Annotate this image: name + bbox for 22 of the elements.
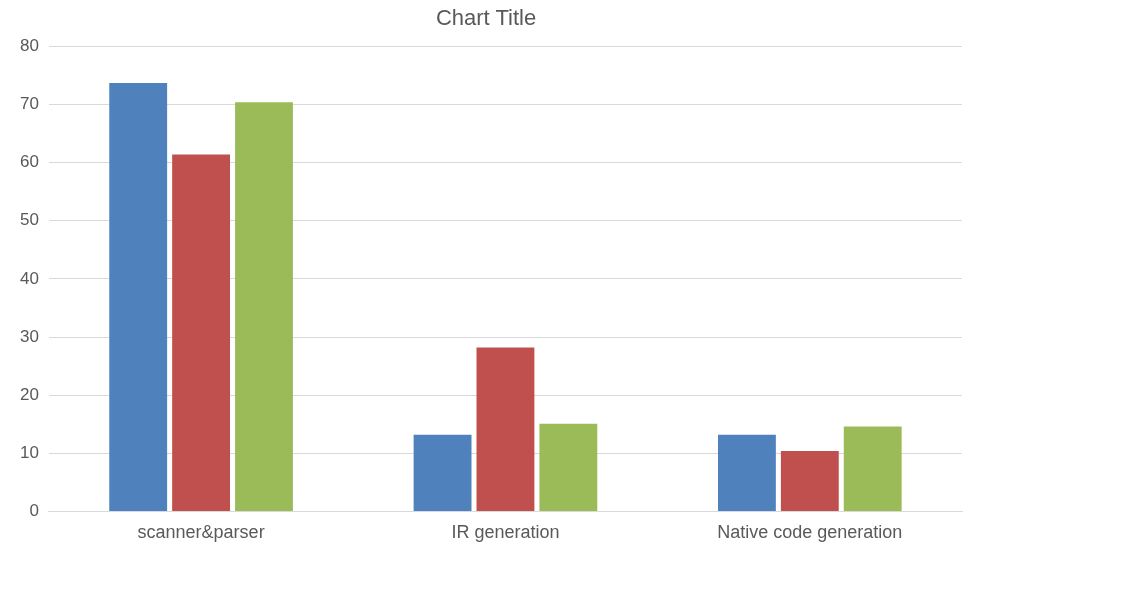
- y-tick-label: 0: [29, 501, 39, 521]
- y-tick-label: 70: [19, 94, 39, 114]
- bar: [780, 450, 839, 511]
- bar: [843, 426, 902, 511]
- y-tick-label: 10: [19, 442, 39, 462]
- bar: [717, 434, 776, 511]
- y-tick-label: 80: [19, 36, 39, 56]
- x-tick-label: scanner&parser: [137, 522, 265, 543]
- x-tick-label: IR generation: [451, 522, 560, 543]
- bar: [109, 83, 168, 511]
- bar: [539, 423, 598, 511]
- bar: [235, 102, 293, 511]
- y-tick-label: 20: [19, 384, 39, 404]
- y-tick-label: 60: [19, 152, 39, 172]
- y-tick-label: 30: [19, 326, 39, 346]
- chart-title: Chart Title: [435, 5, 537, 31]
- bar: [413, 434, 472, 511]
- y-tick-label: 40: [19, 268, 39, 288]
- y-tick-label: 50: [19, 210, 39, 230]
- bar: [476, 347, 535, 511]
- bar: [172, 154, 231, 511]
- x-tick-label: Native code generation: [717, 522, 903, 543]
